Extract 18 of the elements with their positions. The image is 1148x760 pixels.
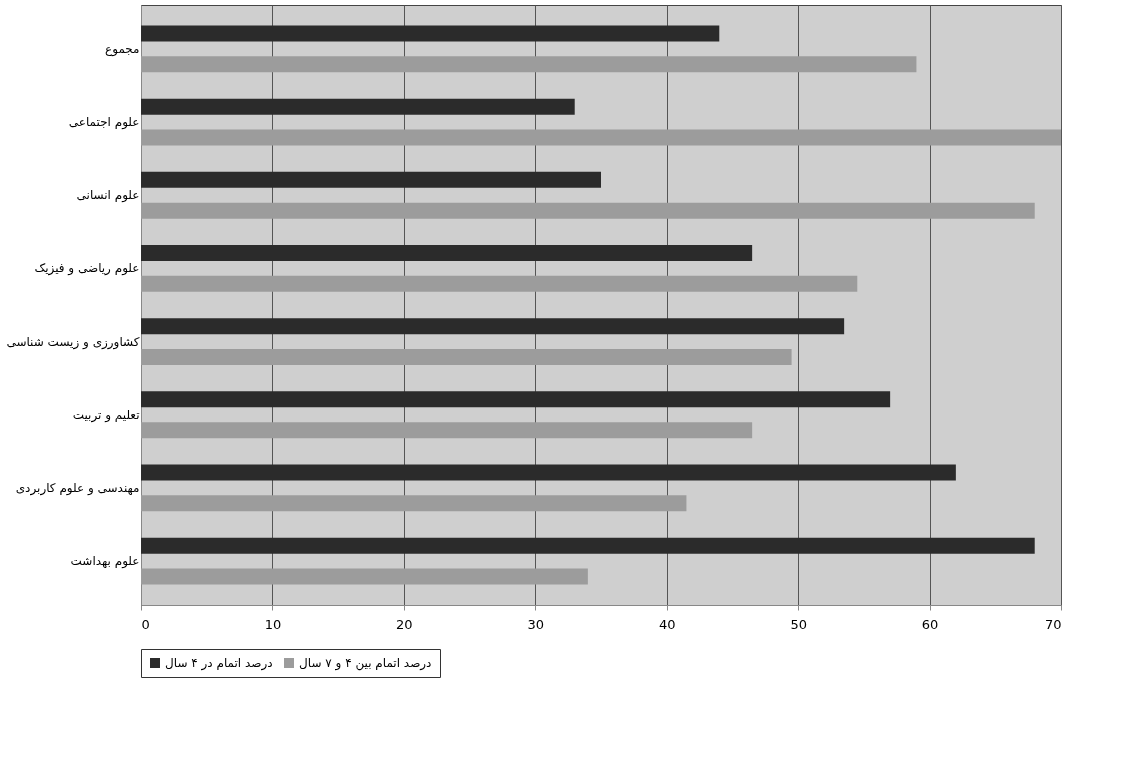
x-tick-label: 30	[527, 616, 545, 632]
legend-label: درصد اتمام بین ۴ و ۷ سال	[299, 656, 432, 671]
y-tick-label: علوم بهداشت	[70, 554, 140, 570]
y-tick-label: علوم ریاضی و فیزیک	[34, 261, 140, 277]
x-tick-label: 20	[396, 616, 413, 632]
y-tick-label: مجموع	[105, 41, 140, 57]
x-tick-label: 10	[264, 616, 282, 632]
x-tick-label: 0	[141, 616, 150, 632]
x-tick-label: 70	[1044, 616, 1062, 632]
y-tick-label: علوم اجتماعی	[68, 115, 140, 131]
y-tick-label: مهندسی و علوم کاربردی	[15, 480, 140, 496]
x-tick-label: 50	[790, 616, 807, 632]
y-tick-label: تعلیم و تربیت	[72, 407, 140, 423]
x-tick-label: 60	[921, 616, 939, 632]
x-tick-label: 40	[658, 616, 676, 632]
legend-label: درصد اتمام در ۴ سال	[165, 656, 273, 671]
y-tick-label: علوم انسانی	[76, 188, 140, 204]
y-tick-label: کشاورزی و زیست شناسی	[6, 334, 140, 350]
